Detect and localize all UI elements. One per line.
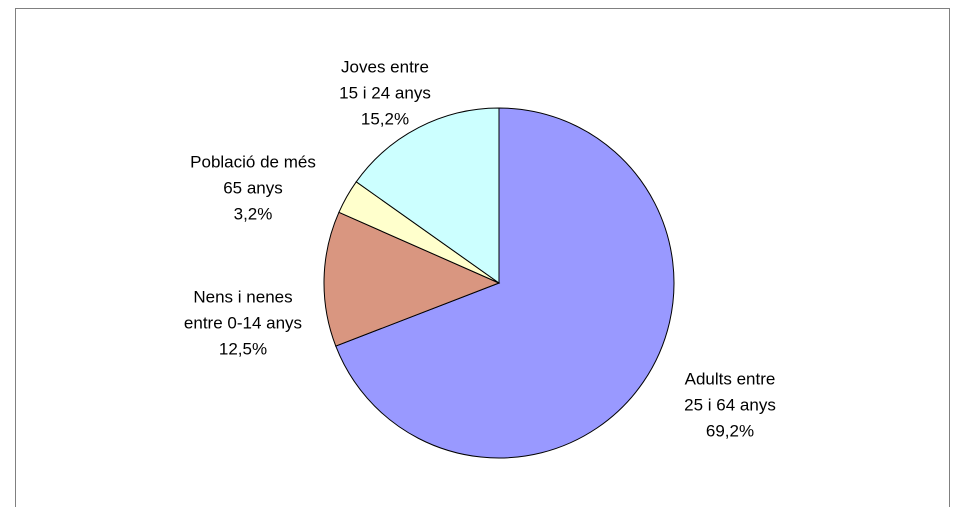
- pie-slice: [323, 211, 501, 347]
- slice-label: Població de més: [190, 152, 316, 171]
- slice-label: Adults entre: [685, 369, 776, 388]
- slice-label: 15 i 24 anys: [339, 83, 431, 102]
- slice-label: Joves entre: [341, 57, 429, 76]
- value-label: 3,2%: [234, 204, 273, 223]
- slice-label: entre 0-14 anys: [184, 313, 302, 332]
- pie-slice: [355, 107, 500, 284]
- value-label: 15,2%: [361, 109, 409, 128]
- value-label: 12,5%: [219, 339, 267, 358]
- slice-label: 65 anys: [223, 178, 283, 197]
- pie-slice: [335, 107, 675, 459]
- value-label: 69,2%: [706, 421, 754, 440]
- slice-label: 25 i 64 anys: [684, 395, 776, 414]
- slice-label: Nens i nenes: [193, 287, 292, 306]
